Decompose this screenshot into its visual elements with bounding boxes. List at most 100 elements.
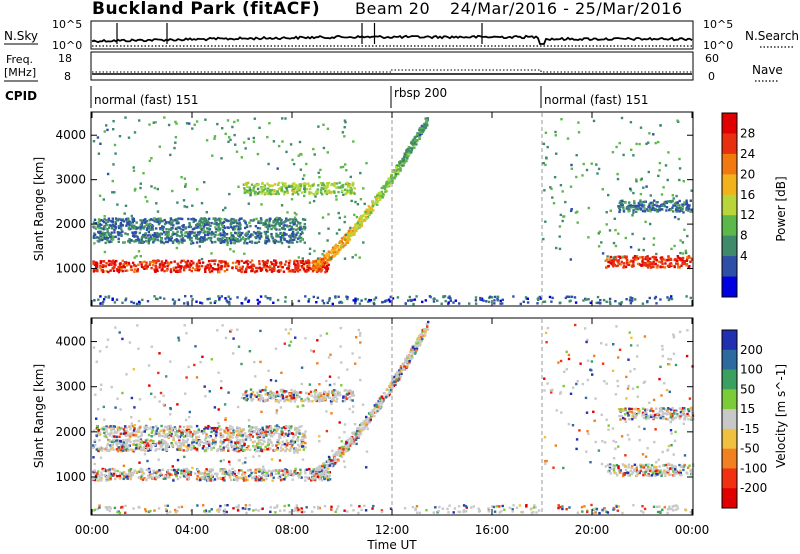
data-cell: [182, 269, 186, 272]
data-cell: [665, 209, 668, 212]
data-cell: [128, 238, 131, 241]
data-cell: [278, 475, 282, 478]
data-cell: [156, 220, 159, 223]
data-cell: [108, 509, 111, 513]
data-cell: [597, 167, 601, 171]
data-cell: [335, 198, 338, 201]
data-cell: [237, 240, 240, 243]
data-cell: [212, 267, 215, 271]
data-cell: [512, 504, 515, 507]
data-cell: [675, 210, 678, 213]
data-cell: [239, 238, 243, 241]
data-cell: [153, 259, 156, 263]
data-cell: [121, 230, 124, 233]
data-cell: [323, 477, 326, 481]
data-cell: [170, 468, 173, 472]
data-cell: [123, 426, 127, 430]
data-cell: [119, 476, 122, 479]
data-cell: [192, 445, 195, 448]
data-cell: [266, 259, 269, 262]
data-cell: [272, 469, 275, 472]
data-cell: [184, 231, 187, 234]
data-cell: [636, 257, 640, 260]
data-cell: [629, 121, 633, 124]
data-cell: [166, 240, 169, 244]
data-cell: [580, 506, 584, 509]
data-cell: [172, 266, 175, 270]
data-cell: [280, 189, 284, 192]
data-cell: [297, 154, 300, 157]
data-cell: [683, 261, 686, 264]
data-cell: [232, 218, 235, 221]
data-cell: [250, 471, 253, 475]
data-cell: [597, 301, 600, 304]
data-cell: [333, 184, 336, 188]
data-cell: [196, 222, 199, 226]
data-cell: [224, 233, 227, 236]
data-cell: [295, 233, 298, 237]
data-cell: [199, 237, 202, 240]
colorbar-swatch: [722, 276, 737, 298]
data-cell: [128, 474, 131, 477]
data-cell: [321, 473, 325, 477]
data-cell: [308, 247, 312, 250]
data-cell: [327, 471, 330, 474]
data-cell: [113, 435, 116, 438]
data-cell: [218, 297, 221, 300]
data-cell: [325, 192, 329, 196]
data-cell: [396, 296, 400, 299]
data-cell: [554, 134, 557, 137]
data-cell: [452, 301, 455, 304]
data-cell: [392, 176, 395, 180]
data-cell: [105, 219, 108, 222]
data-cell: [381, 196, 384, 199]
data-cell: [200, 257, 204, 261]
data-cell: [224, 445, 228, 448]
data-cell: [116, 269, 119, 272]
data-cell: [267, 187, 270, 190]
data-cell: [364, 210, 368, 214]
data-cell: [286, 267, 289, 270]
data-cell: [415, 505, 419, 508]
data-cell: [258, 468, 261, 472]
data-cell: [276, 167, 279, 170]
data-cell: [655, 266, 658, 269]
data-cell: [274, 222, 278, 225]
data-cell: [240, 259, 243, 263]
data-cell: [330, 257, 333, 260]
data-cell: [685, 207, 688, 210]
data-cell: [203, 428, 206, 431]
data-cell: [109, 478, 112, 481]
data-cell: [104, 227, 107, 230]
data-cell: [288, 241, 291, 244]
data-cell: [153, 234, 156, 238]
data-cell: [276, 219, 279, 222]
data-cell: [573, 296, 577, 299]
data-cell: [338, 228, 341, 231]
data-cell: [141, 474, 144, 477]
data-cell: [197, 479, 200, 482]
data-cell: [185, 445, 189, 448]
data-cell: [173, 426, 177, 429]
data-cell: [250, 183, 254, 186]
beam-label: Beam 20: [355, 0, 430, 18]
data-cell: [449, 299, 452, 302]
data-cell: [97, 236, 101, 239]
data-cell: [452, 511, 455, 514]
data-cell: [230, 234, 233, 237]
data-cell: [414, 138, 417, 142]
data-cell: [232, 241, 235, 244]
data-cell: [369, 211, 373, 214]
data-cell: [304, 441, 307, 445]
data-cell: [261, 426, 264, 429]
data-cell: [444, 299, 447, 303]
data-cell: [303, 218, 307, 221]
data-cell: [328, 478, 332, 481]
data-cell: [272, 192, 275, 195]
data-cell: [654, 262, 657, 266]
data-cell: [146, 200, 149, 203]
data-cell: [202, 429, 206, 432]
data-cell: [660, 208, 663, 211]
data-cell: [495, 505, 498, 508]
data-cell: [131, 261, 135, 265]
